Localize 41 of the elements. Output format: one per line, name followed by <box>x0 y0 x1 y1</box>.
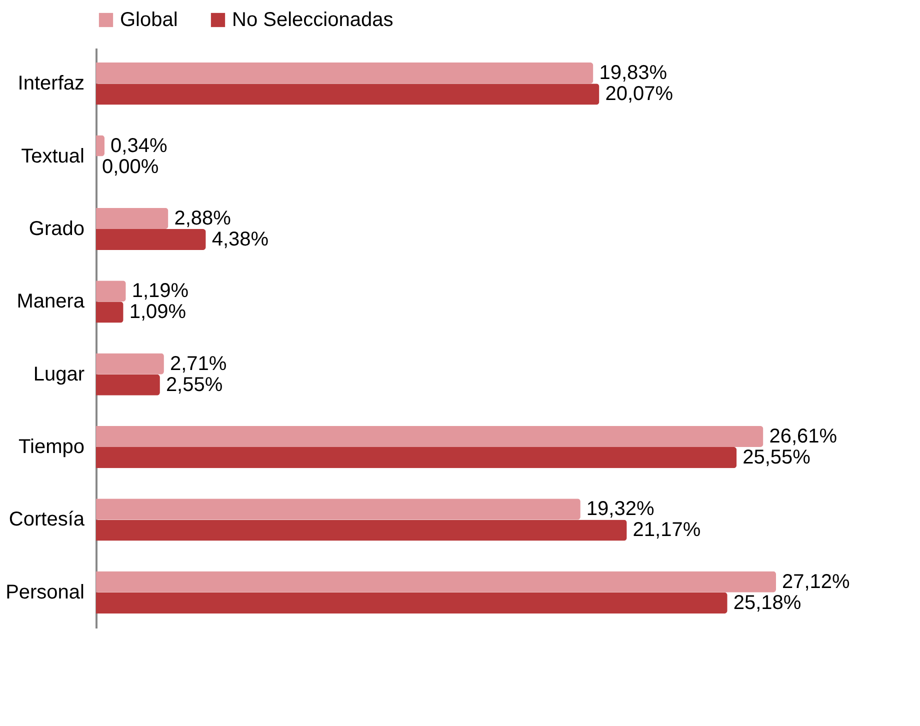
data-label: 2,88% <box>174 207 232 230</box>
y-tick-label: Lugar <box>33 363 85 386</box>
bar <box>96 520 627 541</box>
data-label: 26,61% <box>769 425 838 448</box>
bar <box>96 228 206 250</box>
legend-label: Global <box>120 9 178 31</box>
bar <box>96 302 124 323</box>
y-tick-label: Cortesía <box>8 508 86 531</box>
data-label: 21,17% <box>632 519 701 542</box>
bar <box>96 374 160 396</box>
bar <box>96 426 764 448</box>
data-label: 2,71% <box>170 352 227 375</box>
bar <box>96 353 164 374</box>
y-tick-label: Textual <box>21 145 84 168</box>
data-label: 25,55% <box>742 446 811 469</box>
data-label: 27,12% <box>782 570 850 593</box>
data-label: 0,34% <box>110 134 168 157</box>
y-tick-label: Grado <box>28 218 84 240</box>
y-tick-label: Interfaz <box>18 72 84 95</box>
data-label: 1,19% <box>132 280 189 302</box>
data-label: 2,55% <box>166 374 223 396</box>
y-tick-label: Tiempo <box>18 436 84 458</box>
data-label: 4,38% <box>212 228 269 251</box>
legend-label: No Seleccionadas <box>232 9 394 31</box>
data-label: 20,07% <box>605 83 674 106</box>
bar <box>96 498 580 520</box>
bar <box>96 62 594 84</box>
data-label: 19,32% <box>586 498 654 520</box>
data-label: 19,83% <box>599 62 668 84</box>
bar <box>96 571 776 592</box>
bar <box>96 280 126 302</box>
data-label: 1,09% <box>129 301 186 324</box>
y-tick-label: Personal <box>6 581 84 604</box>
data-label: 0,00% <box>102 156 159 178</box>
bar <box>96 135 105 156</box>
y-tick-label: Manera <box>16 290 86 313</box>
bar <box>96 592 728 614</box>
bar <box>96 447 737 468</box>
data-label: 25,18% <box>733 592 802 614</box>
bar <box>96 84 600 105</box>
bar <box>96 208 168 229</box>
